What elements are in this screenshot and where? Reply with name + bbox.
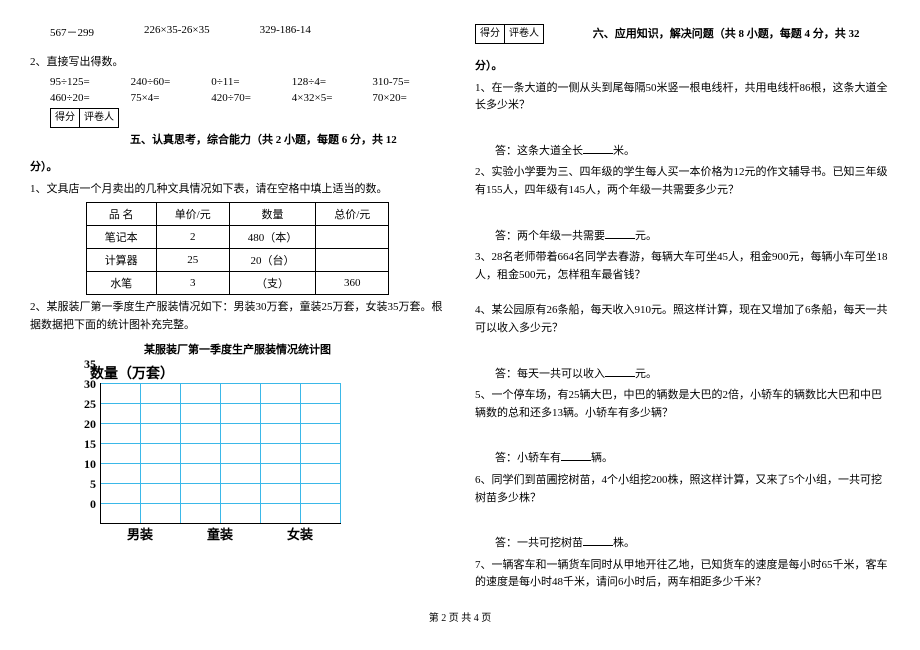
answer-6: 答：一共可挖树苗株。 [475,535,890,553]
mental-item: 460÷20= [50,92,123,104]
q5-1: 1、文具店一个月卖出的几种文具情况如下表，请在空格中填上适当的数。 [30,181,445,199]
mental-item: 95÷125= [50,76,123,88]
q2-title: 2、直接写出得数。 [30,54,445,72]
q6-3: 3、28名老师带着664名同学去春游，每辆大车可坐45人，租金900元，每辆小车… [475,249,890,284]
mental-item: 128÷4= [292,76,365,88]
q6-5: 5、一个停车场，有25辆大巴，中巴的辆数是大巴的2倍，小轿车的辆数比大巴和中巴辆… [475,387,890,422]
q6-1: 1、在一条大道的一侧从头到尾每隔50米竖一根电线杆，共用电线杆86根，这条大道全… [475,80,890,115]
score-label: 得分 [476,25,505,43]
mental-grid: 95÷125= 240÷60= 0÷11= 128÷4= 310-75= 460… [50,76,445,104]
score-row: 得分 评卷人 [30,108,445,128]
q6-7: 7、一辆客车和一辆货车同时从甲地开往乙地，已知货车的速度是每小时65千米，客车的… [475,557,890,592]
bar-chart: 数量（万套） 35302520151050 男装童装女装 [70,363,445,543]
right-column: 得分 评卷人 六、应用知识，解决问题（共 8 小题，每题 4 分，共 32 分）… [475,20,890,596]
score-row-2: 得分 评卷人 六、应用知识，解决问题（共 8 小题，每题 4 分，共 32 [475,24,890,44]
score-box: 得分 评卷人 [50,108,119,128]
fen-label: 分）。 [30,161,58,173]
answer-1: 答：这条大道全长米。 [475,143,890,161]
left-column: 567－299 226×35-26×35 329-186-14 2、直接写出得数… [30,20,445,596]
expr-row: 567－299 226×35-26×35 329-186-14 [50,24,445,40]
chart-grid [100,383,341,524]
mental-item: 240÷60= [131,76,204,88]
expr: 226×35-26×35 [144,24,210,40]
chart-title: 某服装厂第一季度生产服装情况统计图 [30,341,445,357]
expr: 567－299 [50,24,94,40]
stationery-table: 品 名单价/元数量总价/元 笔记本2480（本） 计算器2520（台） 水笔3（… [86,202,390,295]
grader-label: 评卷人 [505,25,543,43]
answer-5: 答：小轿车有辆。 [475,450,890,468]
answer-2: 答：两个年级一共需要元。 [475,228,890,246]
section-5-title: 五、认真思考，综合能力（共 2 小题，每题 6 分，共 12 [30,132,445,150]
mental-item: 0÷11= [211,76,284,88]
score-label: 得分 [51,109,80,127]
mental-item: 420÷70= [211,92,284,104]
q6-6: 6、同学们到苗圃挖树苗，4个小组挖200株，照这样计算，又来了5个小组，一共可挖… [475,472,890,507]
page-footer: 第 2 页 共 4 页 [0,609,920,624]
y-ticks: 35302520151050 [78,357,96,517]
q5-2: 2、某服装厂第一季度生产服装情况如下：男装30万套，童装25万套，女装35万套。… [30,299,445,334]
q6-2: 2、实验小学要为三、四年级的学生每人买一本价格为12元的作文辅导书。已知三年级有… [475,164,890,199]
mental-item: 70×20= [372,92,445,104]
mental-item: 310-75= [372,76,445,88]
q6-4: 4、某公园原有26条船，每天收入910元。照这样计算，现在又增加了6条船，每天一… [475,302,890,337]
answer-4: 答：每天一共可以收入元。 [475,366,890,384]
fen-label: 分）。 [475,60,503,72]
mental-item: 75×4= [131,92,204,104]
section-6-title: 六、应用知识，解决问题（共 8 小题，每题 4 分，共 32 [593,28,860,40]
y-axis-label: 数量（万套） [90,363,445,383]
grader-label: 评卷人 [80,109,118,127]
expr: 329-186-14 [260,24,311,40]
x-labels: 男装童装女装 [100,524,340,543]
score-box: 得分 评卷人 [475,24,544,44]
mental-item: 4×32×5= [292,92,365,104]
